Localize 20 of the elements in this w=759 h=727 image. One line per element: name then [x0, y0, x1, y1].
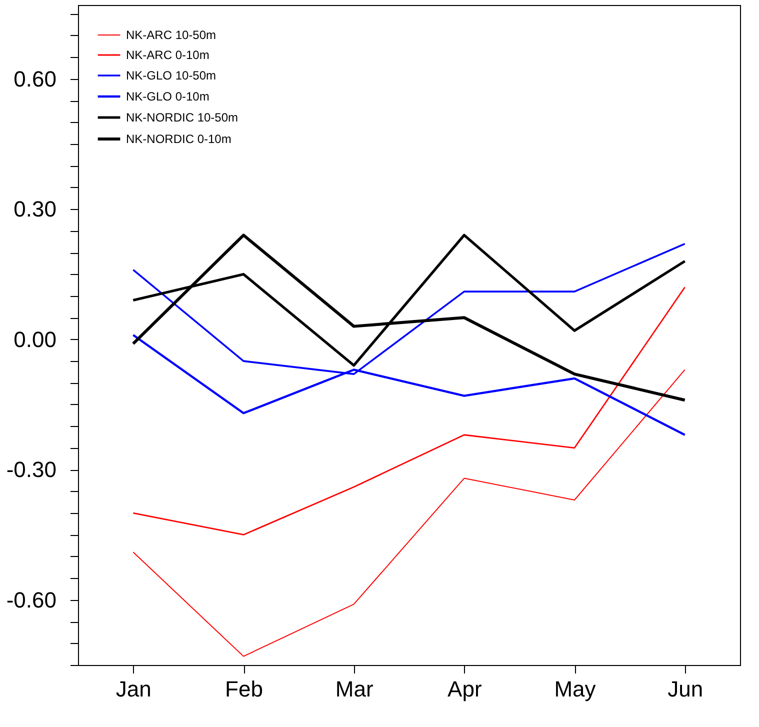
x-tick-label: Mar — [335, 676, 374, 702]
line-series — [132, 286, 686, 536]
x-tick-label: Feb — [225, 676, 263, 702]
legend-label: NK-GLO 0-10m — [126, 90, 210, 104]
y-tick-label: 0.60 — [14, 66, 56, 92]
x-tick-label: Apr — [448, 676, 482, 702]
x-tick-label: May — [554, 676, 596, 702]
y-tick-label: -0.30 — [6, 457, 56, 482]
y-tick-label: 0.00 — [14, 326, 56, 352]
x-tick-label: Jun — [668, 676, 704, 702]
y-tick-label: -0.60 — [6, 587, 56, 612]
x-tick-label: Jan — [116, 676, 152, 702]
legend-label: NK-ARC 0-10m — [126, 48, 210, 62]
y-tick-label: 0.30 — [14, 196, 56, 222]
legend-label: NK-NORDIC 0-10m — [126, 132, 232, 146]
legend-label: NK-ARC 10-50m — [126, 28, 216, 42]
legend-label: NK-GLO 10-50m — [126, 68, 216, 82]
line-series — [132, 234, 686, 402]
legend-label: NK-NORDIC 10-50m — [126, 110, 238, 124]
line-series — [132, 369, 686, 657]
